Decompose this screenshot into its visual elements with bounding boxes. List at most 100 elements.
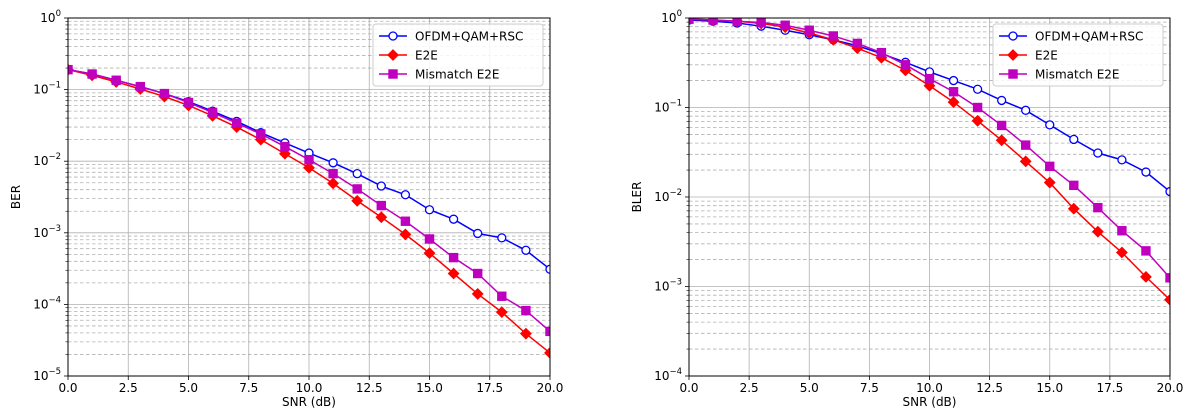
y-axis-label: BER (9, 185, 23, 209)
x-tick-label: 0.0 (679, 381, 698, 395)
y-tick-base: 10 (654, 101, 669, 115)
data-point-square (280, 141, 290, 152)
x-tick-label: 2.5 (740, 381, 759, 395)
x-tick-label: 5.0 (179, 381, 198, 395)
legend-label: E2E (415, 49, 438, 63)
data-point-diamond (447, 267, 460, 280)
y-tick-base: 10 (654, 280, 669, 294)
data-point-square (1045, 161, 1055, 172)
chart-2: 0.0 2.5 5.0 7.5 10.0 12.5 15.0 17.5 20.010010−11… (630, 9, 1183, 409)
legend-entry: E2E (999, 49, 1058, 63)
data-point-diamond (327, 177, 340, 190)
data-point-square (400, 216, 411, 226)
x-tick-label: 17.5 (476, 381, 503, 395)
x-tick-label: 12.5 (976, 381, 1003, 395)
data-point-square (521, 305, 531, 316)
y-tick-base: 10 (654, 369, 669, 383)
data-point-diamond (351, 194, 364, 207)
data-point-square (1021, 140, 1031, 150)
data-point-square (689, 18, 694, 24)
data-point-diamond (1140, 270, 1152, 283)
y-tick-exponent: −3 (669, 278, 682, 288)
data-point-circle (521, 245, 531, 255)
data-point-square (1141, 246, 1151, 256)
data-point-square (876, 47, 887, 58)
data-point-square (135, 81, 146, 92)
data-point-diamond (495, 306, 508, 319)
data-point-square (87, 69, 97, 79)
data-point-circle (448, 214, 459, 224)
data-point-diamond (303, 161, 315, 174)
x-axis-label: SNR (dB) (282, 395, 336, 409)
data-point-circle (997, 95, 1007, 106)
data-point-square (1093, 202, 1103, 213)
data-point-diamond (1019, 155, 1032, 168)
x-tick-label: 2.5 (119, 381, 138, 395)
data-point-circle (1141, 167, 1151, 177)
data-point-square (448, 252, 459, 263)
x-tick-label: 10.0 (916, 381, 943, 395)
data-point-circle (400, 190, 411, 200)
data-point-diamond (375, 211, 388, 224)
legend-label: OFDM+QAM+RSC (415, 30, 523, 44)
y-tick-exponent: −1 (48, 81, 61, 91)
legend-marker-square (1008, 69, 1018, 79)
data-point-square (352, 184, 362, 194)
y-tick-exponent: −4 (669, 367, 682, 377)
data-point-square (68, 64, 73, 75)
legend-entry: OFDM+QAM+RSC (379, 30, 523, 44)
data-point-diamond (1043, 176, 1056, 189)
x-tick-label: 5.0 (800, 381, 819, 395)
data-point-square (304, 154, 314, 165)
data-point-diamond (971, 114, 984, 127)
data-point-square (1069, 180, 1079, 191)
legend-marker-circle (1008, 31, 1018, 41)
y-tick-base: 10 (33, 226, 48, 240)
y-tick-exponent: −2 (669, 188, 682, 198)
legend-marker-diamond (1007, 49, 1019, 61)
y-tick-label: 10−5 (33, 367, 61, 383)
y-tick-base: 10 (33, 83, 48, 97)
x-tick-label: 12.5 (356, 381, 383, 395)
data-point-square (376, 200, 387, 211)
data-point-square (328, 168, 338, 179)
data-point-square (183, 97, 194, 108)
y-tick-exponent: 0 (677, 9, 682, 19)
y-tick-exponent: −5 (48, 367, 61, 377)
data-point-square (424, 234, 435, 244)
chart-1: 0.0 2.5 5.0 7.5 10.0 12.5 15.0 17.5 20.010010−11… (9, 9, 563, 409)
data-point-circle (972, 84, 983, 94)
data-point-diamond (544, 347, 550, 359)
y-tick-base: 10 (33, 154, 48, 168)
data-point-square (972, 102, 983, 113)
x-tick-label: 20.0 (1157, 381, 1184, 395)
legend-label: Mismatch E2E (1035, 68, 1120, 82)
data-point-diamond (399, 228, 412, 241)
x-tick-label: 20.0 (537, 381, 564, 395)
y-tick-exponent: −1 (669, 99, 682, 109)
y-tick-base: 10 (33, 369, 48, 383)
data-point-circle (376, 181, 386, 191)
data-point-circle (473, 228, 483, 239)
legend-marker-diamond (387, 49, 399, 61)
y-tick-label: 100 (40, 9, 61, 25)
data-point-square (948, 87, 959, 97)
y-tick-label: 10−3 (33, 224, 61, 240)
legend: OFDM+QAM+RSC E2E Mismatch E2E (372, 23, 544, 87)
x-axis-label: SNR (dB) (903, 395, 957, 409)
y-tick-exponent: −2 (48, 152, 61, 162)
data-point-square (111, 75, 121, 85)
y-tick-exponent: 0 (56, 9, 61, 19)
data-point-diamond (1164, 293, 1170, 306)
legend-box (992, 23, 1164, 87)
y-tick-label: 10−3 (654, 278, 682, 294)
data-point-square (780, 20, 790, 30)
y-tick-exponent: −4 (48, 295, 61, 305)
data-point-circle (352, 169, 362, 179)
data-point-square (1117, 226, 1127, 236)
series-square (689, 18, 1170, 283)
data-point-square (473, 268, 483, 279)
x-tick-label: 7.5 (860, 381, 879, 395)
series-square (68, 64, 550, 337)
data-point-square (996, 120, 1007, 131)
